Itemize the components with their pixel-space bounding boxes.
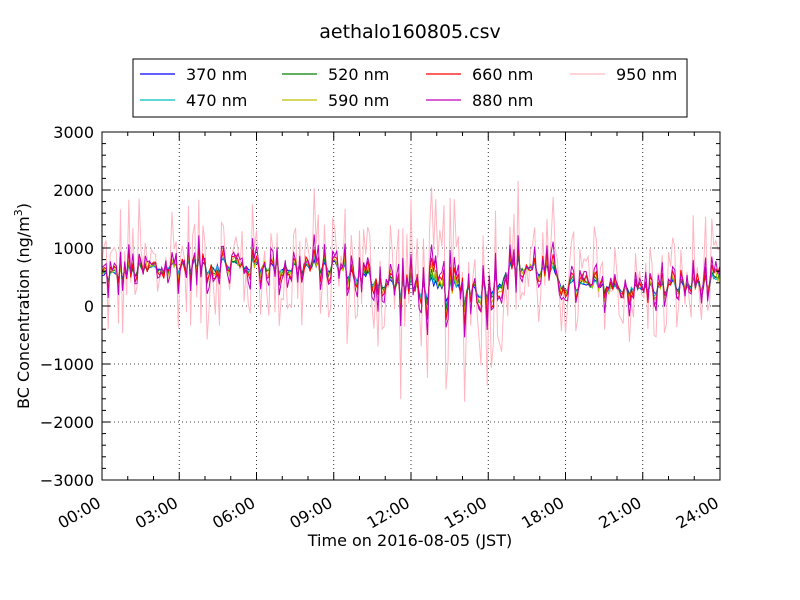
x-tick-label: 21:00 xyxy=(595,493,644,533)
series-line-880-nm xyxy=(102,234,720,338)
x-tick-label: 09:00 xyxy=(286,493,335,533)
x-tick-label: 00:00 xyxy=(55,493,104,533)
chart-title: aethalo160805.csv xyxy=(319,21,501,43)
grid xyxy=(102,132,720,480)
legend-label: 660 nm xyxy=(472,65,533,84)
series-line-950-nm xyxy=(102,180,720,402)
y-axis-label-superscript: 3 xyxy=(12,209,25,216)
y-tick-labels: 3000 2000 1000 0 −1000 −2000 −3000 xyxy=(40,123,94,490)
y-axis-label: BC Concentration (ng/m3) xyxy=(12,203,33,409)
y-tick-label: −3000 xyxy=(40,471,94,490)
y-tick-label: 1000 xyxy=(53,239,94,258)
legend-label: 370 nm xyxy=(186,65,247,84)
y-tick-label: −1000 xyxy=(40,355,94,374)
x-axis-label: Time on 2016-08-05 (JST) xyxy=(307,531,512,550)
legend-label: 950 nm xyxy=(616,65,677,84)
x-tick-label: 06:00 xyxy=(209,493,258,533)
x-tick-label: 18:00 xyxy=(518,493,567,533)
legend-box xyxy=(132,58,688,118)
legend-label: 880 nm xyxy=(472,91,533,110)
y-axis-label-close: ) xyxy=(14,203,33,209)
y-axis-label-main: BC Concentration (ng/m xyxy=(14,216,33,409)
x-tick-label: 12:00 xyxy=(364,493,413,533)
legend-label: 520 nm xyxy=(328,65,389,84)
series-lines xyxy=(102,180,720,402)
y-tick-label: 3000 xyxy=(53,123,94,142)
legend-label: 470 nm xyxy=(186,91,247,110)
axis-ticks xyxy=(101,131,721,481)
y-tick-label: 2000 xyxy=(53,181,94,200)
y-tick-label: 0 xyxy=(84,297,94,316)
y-tick-label: −2000 xyxy=(40,413,94,432)
x-tick-label: 24:00 xyxy=(673,493,722,533)
legend: 370 nm 470 nm 520 nm 590 nm 660 nm 880 nm 950 … xyxy=(132,58,688,118)
legend-label: 590 nm xyxy=(328,91,389,110)
x-tick-label: 03:00 xyxy=(132,493,181,533)
x-tick-labels: 00:00 03:00 06:00 09:00 12:00 15:00 18:00 21:00… xyxy=(55,493,722,533)
x-tick-label: 15:00 xyxy=(441,493,490,533)
